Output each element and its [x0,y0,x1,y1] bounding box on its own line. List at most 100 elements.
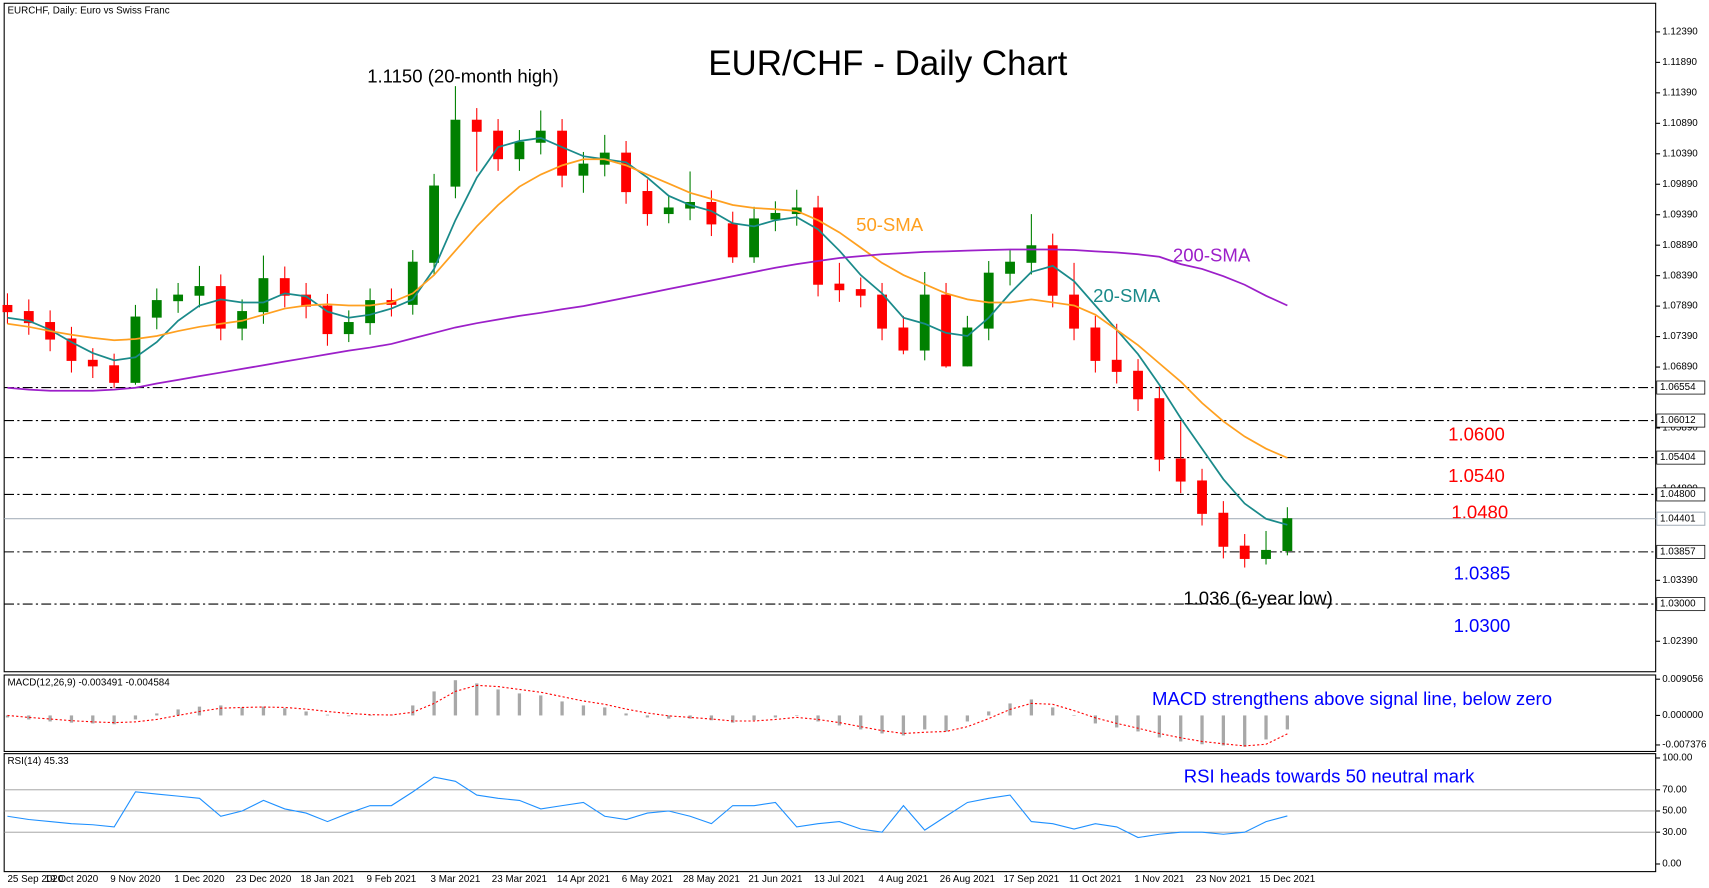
macd-bar [603,707,607,716]
macd-bar [517,693,522,716]
candle-body [1133,370,1143,400]
level-label: 1.03857 [1660,546,1696,557]
level-box [1656,380,1706,395]
y-tick-label: 1.10890 [1662,118,1698,129]
level-label: 1.03000 [1660,599,1696,610]
macd-bar [688,715,692,719]
level-box [1656,413,1706,428]
candle-body [535,130,546,143]
candle-body [1069,294,1079,329]
macd-bar [304,711,308,716]
macd-bar [1115,715,1119,728]
macd-bar [27,715,31,720]
candle-body [279,278,290,296]
y-tick-label: 70.00 [1662,784,1687,795]
candle-body [663,207,674,215]
macd-bar [1179,715,1183,742]
macd-bar [347,715,351,717]
legend-label: 20-SMA [1093,285,1161,306]
annotation: RSI heads towards 50 neutral mark [1184,766,1475,787]
candle-body [813,207,823,285]
annotation: 1.036 (6-year low) [1183,588,1332,609]
candle-body [770,212,781,220]
macd-bar [1221,715,1226,746]
current-price-label: 1.04401 [1660,513,1696,524]
candle-body [1175,458,1186,482]
y-tick-label: 1.08390 [1662,270,1698,281]
candle-body [898,327,909,351]
x-tick-label: 1 Nov 2021 [1134,874,1184,885]
x-tick-label: 26 Aug 2021 [940,874,995,885]
candle-body [962,327,973,367]
y-tick-label: 1.08890 [1662,240,1698,251]
macd-bar [923,715,927,730]
price-panel [3,2,1657,673]
candle-body [1047,245,1058,296]
candle-body [173,294,184,302]
candle-body [621,152,631,193]
candle-body [514,141,525,160]
x-tick-label: 3 Mar 2021 [431,874,481,885]
candle-body [2,304,13,313]
sma-line [7,137,1288,526]
candle-body [578,163,589,176]
macd-title: MACD(12,26,9) -0.003491 -0.004584 [7,677,170,688]
macd-bar [219,705,223,716]
candle-body [450,119,461,187]
macd-bar [560,701,564,716]
macd-bar [112,715,116,725]
candle-body [109,365,120,383]
y-tick-label: 30.00 [1662,827,1687,838]
x-tick-label: 1 Dec 2020 [174,874,225,885]
x-tick-label: 14 Apr 2021 [557,874,610,885]
macd-bar [880,715,884,734]
macd-bar [325,714,330,716]
x-tick-label: 9 Nov 2020 [110,874,161,885]
legend-label: 200-SMA [1173,245,1251,266]
annotation: 1.0300 [1454,615,1511,636]
candle-body [87,359,98,367]
rsi-title: RSI(14) 45.33 [7,756,69,767]
x-tick-label: 23 Dec 2020 [236,874,292,885]
macd-bar [1200,715,1204,745]
x-tick-label: 18 Jan 2021 [300,874,354,885]
candle-body [343,322,354,335]
macd-bar [48,715,52,722]
candle-body [1282,518,1293,552]
y-tick-label: 1.09390 [1662,209,1698,220]
candle-body [258,278,269,313]
annotation: MACD strengthens above signal line, belo… [1152,688,1552,709]
macd-bar [133,715,138,720]
y-tick-label: 1.09890 [1662,179,1698,190]
candle-body [1026,245,1037,263]
candle-body [471,119,482,132]
macd-bar [773,715,778,718]
annotation: 1.0540 [1448,465,1505,486]
candle-body [1197,480,1207,514]
macd-bar [1264,715,1268,740]
annotation: 1.0480 [1451,501,1508,522]
annotation: 1.1150 (20-month high) [367,65,558,86]
x-tick-label: 25 Sep 2020 [7,874,63,885]
macd-bar [709,715,714,721]
macd-bar [1051,707,1055,716]
sma-line [7,158,1288,459]
candle-body [941,294,951,367]
x-tick-label: 4 Aug 2021 [879,874,929,885]
candle-body [727,223,738,258]
macd-bar [1157,715,1162,738]
level-label: 1.06554 [1660,382,1696,393]
y-tick-label: 1.07390 [1662,331,1698,342]
x-tick-label: 23 Nov 2021 [1195,874,1251,885]
macd-bar [752,715,756,721]
candle-body [1239,545,1250,559]
macd-bar [816,715,820,722]
macd-bar [176,709,180,716]
candle-body [855,289,866,296]
y-tick-label: 1.05890 [1662,423,1698,434]
y-tick-label: 1.11390 [1662,87,1697,98]
candle-body [66,338,77,361]
candle-body [749,218,759,258]
x-tick-label: 17 Sep 2021 [1004,874,1060,885]
legend-label: 50-SMA [856,214,924,235]
